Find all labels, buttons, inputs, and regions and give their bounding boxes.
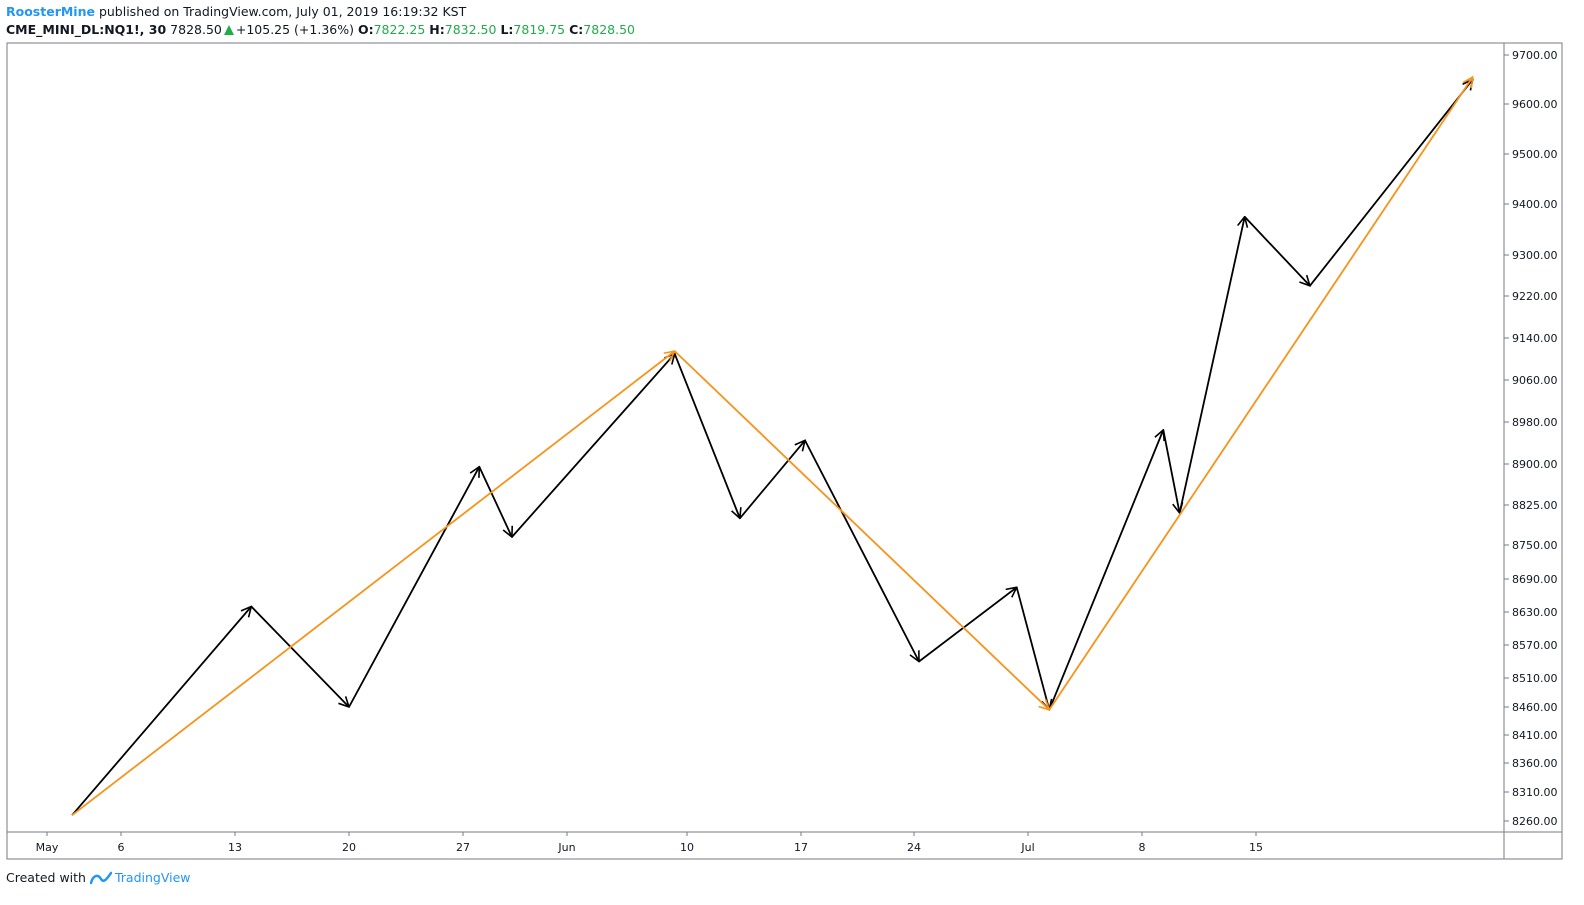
time-tick-label: 8 (1139, 841, 1146, 854)
chart-frame (6, 42, 1563, 860)
arrow-segment[interactable] (478, 466, 512, 537)
time-tick-label: 10 (680, 841, 694, 854)
price-tick-label: 8980.00 (1512, 416, 1558, 429)
publish-info: RoosterMine published on TradingView.com… (6, 4, 466, 19)
time-tick-label: 15 (1249, 841, 1263, 854)
price-tick-label: 8460.00 (1512, 701, 1558, 714)
price-tick-label: 8410.00 (1512, 729, 1558, 742)
close-value: 7828.50 (583, 22, 635, 37)
time-tick-label: 17 (794, 841, 808, 854)
arrow-segment[interactable] (673, 353, 740, 519)
series-layer (71, 77, 1473, 816)
price-tick-label: 9600.00 (1512, 98, 1558, 111)
price-tick-label: 8360.00 (1512, 757, 1558, 770)
created-with-text: Created with (6, 870, 86, 885)
black-wave-path (71, 79, 1473, 816)
time-tick-label: 24 (907, 841, 921, 854)
price-tick-label: 8825.00 (1512, 499, 1558, 512)
arrow-segment[interactable] (1244, 216, 1310, 286)
orange-trend-path (71, 77, 1473, 816)
price-tick-label: 9700.00 (1512, 49, 1558, 62)
price-tick-label: 9060.00 (1512, 374, 1558, 387)
time-tick-label: Jul (1020, 841, 1034, 854)
open-label: O: (357, 22, 374, 37)
arrow-segment[interactable] (804, 439, 919, 661)
time-tick-label: 27 (456, 841, 470, 854)
arrow-segment[interactable] (1309, 80, 1473, 287)
price-tick-label: 8310.00 (1512, 786, 1558, 799)
time-tick-label: Jun (557, 841, 575, 854)
price-tick-label: 9500.00 (1512, 148, 1558, 161)
arrow-segment[interactable] (1178, 217, 1245, 514)
last-price: 7828.50 (170, 22, 222, 37)
symbol-info: CME_MINI_DL:NQ1!, 30 7828.50 +105.25 (+1.… (6, 22, 635, 37)
time-axis[interactable]: May 6 13 20 27 Jun 10 17 24 Jul 8 15 (36, 832, 1263, 854)
arrow-segment[interactable] (250, 605, 349, 708)
high-value: 7832.50 (444, 22, 497, 37)
arrow-segment[interactable] (71, 351, 675, 816)
arrow-segment[interactable] (1048, 430, 1163, 711)
arrow-segment[interactable] (1048, 77, 1472, 711)
arrow-segment[interactable] (674, 350, 1050, 710)
published-text: published on TradingView.com, July 01, 2… (94, 4, 467, 19)
price-tick-label: 9300.00 (1512, 249, 1558, 262)
arrow-segment[interactable] (511, 354, 675, 538)
price-tick-label: 8630.00 (1512, 606, 1558, 619)
arrow-segment[interactable] (739, 440, 805, 519)
footer: Created with TradingView (6, 870, 191, 885)
price-change: +105.25 (+1.36%) (235, 22, 354, 37)
up-triangle-icon (223, 25, 234, 35)
arrow-segment[interactable] (348, 467, 479, 708)
time-tick-label: 13 (228, 841, 242, 854)
low-label: L: (500, 22, 514, 37)
tradingview-brand[interactable]: TradingView (114, 870, 191, 885)
price-tick-label: 9140.00 (1512, 332, 1558, 345)
arrow-segment[interactable] (1015, 587, 1050, 710)
time-tick-label: 20 (342, 841, 356, 854)
arrow-segment[interactable] (918, 587, 1017, 663)
arrow-segment[interactable] (1162, 429, 1179, 513)
price-tick-label: 8570.00 (1512, 639, 1558, 652)
price-tick-label: 9400.00 (1512, 198, 1558, 211)
price-tick-label: 8690.00 (1512, 573, 1558, 586)
tradingview-logo-icon (89, 871, 112, 884)
low-value: 7819.75 (513, 22, 566, 37)
arrow-segment[interactable] (71, 607, 251, 816)
symbol-label: CME_MINI_DL:NQ1!, 30 (6, 22, 167, 37)
open-value: 7822.25 (373, 22, 426, 37)
price-tick-label: 8260.00 (1512, 815, 1558, 828)
close-label: C: (569, 22, 584, 37)
price-axis[interactable]: 9700.00 9600.00 9500.00 9400.00 9300.00 9220.… (1504, 49, 1558, 828)
price-tick-label: 9220.00 (1512, 290, 1558, 303)
time-tick-label: 6 (118, 841, 125, 854)
high-label: H: (429, 22, 445, 37)
time-tick-label: May (36, 841, 59, 854)
price-tick-label: 8900.00 (1512, 458, 1558, 471)
price-tick-label: 8750.00 (1512, 539, 1558, 552)
author-link[interactable]: RoosterMine (6, 4, 95, 19)
price-tick-label: 8510.00 (1512, 672, 1558, 685)
